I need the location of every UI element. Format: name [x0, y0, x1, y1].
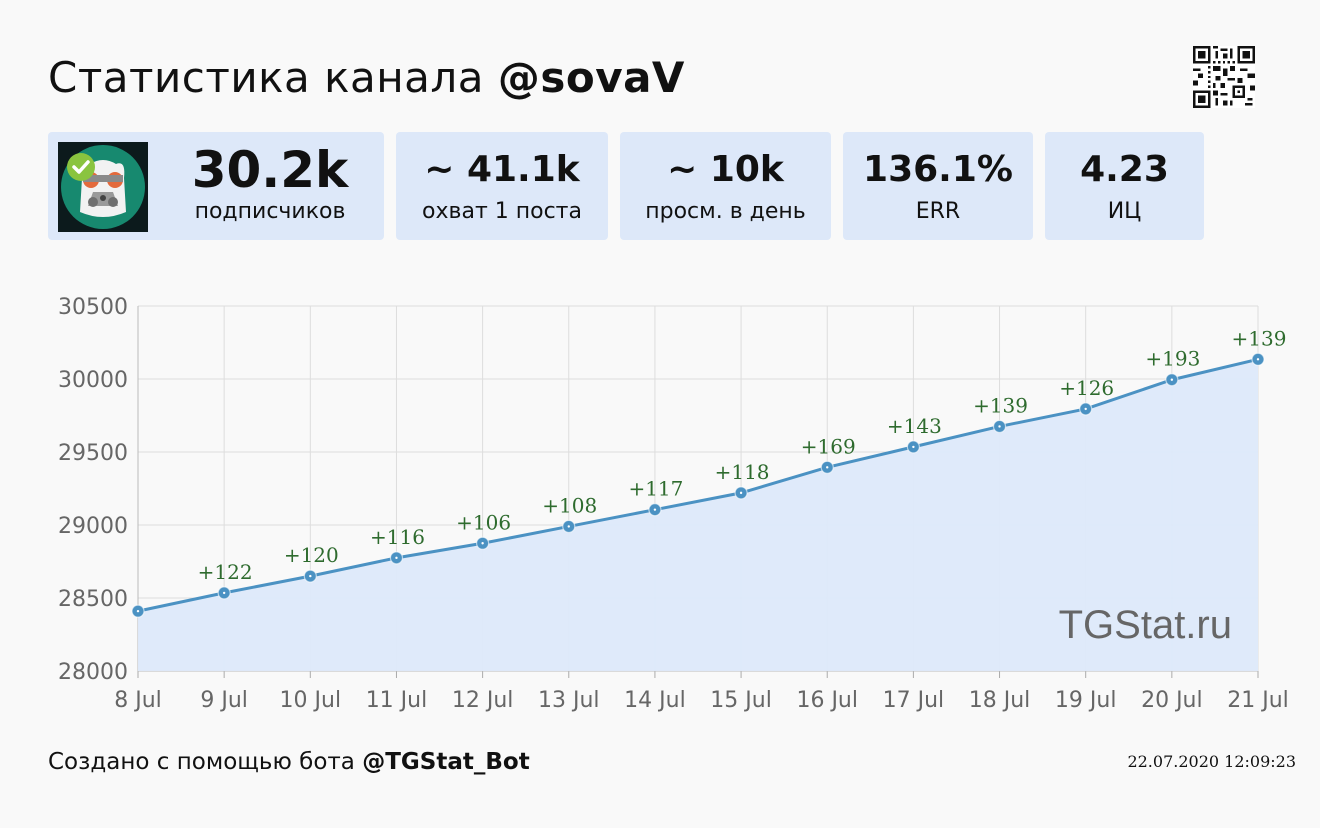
footer-prefix: Создано с помощью бота [48, 749, 363, 775]
y-tick-label: 30000 [58, 368, 128, 393]
data-point-center [567, 525, 570, 528]
data-point-center [395, 556, 398, 560]
subscribers-card: 30.2k подписчиков [48, 132, 384, 240]
x-tick-label: 11 Jul [366, 688, 428, 713]
x-tick-label: 17 Jul [883, 688, 945, 713]
series-line [137, 357, 1259, 613]
delta-label: +116 [370, 525, 425, 549]
x-tick-label: 14 Jul [624, 688, 686, 713]
x-tick-label: 13 Jul [538, 688, 600, 713]
x-tick-label: 19 Jul [1055, 688, 1117, 713]
x-tick-label: 18 Jul [969, 688, 1031, 713]
title-prefix: Статистика канала [48, 53, 498, 102]
qr-code-icon [1193, 46, 1255, 108]
x-tick-label: 21 Jul [1227, 688, 1289, 713]
x-tick-label: 16 Jul [796, 688, 858, 713]
err-value: 136.1% [863, 149, 1013, 190]
footer-timestamp: 22.07.2020 12:09:23 [1127, 752, 1296, 771]
ic-value: 4.23 [1080, 149, 1169, 190]
footer-credit: Создано с помощью бота @TGStat_Bot [48, 747, 530, 777]
watermark: TGStat.ru [1059, 603, 1232, 647]
subscribers-label: подписчиков [194, 199, 346, 224]
err-card: 136.1% ERR [843, 132, 1033, 240]
ic-card: 4.23 ИЦ [1045, 132, 1204, 240]
y-tick-label: 29000 [58, 514, 128, 539]
data-point-center [1256, 358, 1260, 361]
data-point-center [1084, 407, 1087, 411]
delta-label: +126 [1059, 376, 1114, 400]
subscribers-value: 30.2k [191, 141, 349, 199]
ic-label: ИЦ [1107, 199, 1142, 224]
delta-label: +143 [887, 414, 942, 438]
y-tick-label: 28500 [58, 587, 128, 612]
data-point-center [739, 491, 743, 495]
delta-label: +139 [973, 393, 1028, 417]
data-point-center [481, 542, 484, 545]
x-tick-label: 20 Jul [1141, 688, 1203, 713]
x-tick-label: 12 Jul [452, 688, 514, 713]
data-point-center [136, 609, 140, 613]
delta-label: +106 [456, 510, 511, 534]
channel-handle: @sovaV [497, 53, 685, 102]
x-tick-label: 8 Jul [114, 688, 162, 713]
x-tick-label: 10 Jul [280, 688, 342, 713]
data-point-center [912, 445, 915, 449]
data-point-center [222, 591, 226, 595]
reach-label: охват 1 поста [422, 199, 582, 224]
bot-link[interactable]: @TGStat_Bot [362, 749, 530, 775]
reach-card: ~ 41.1k охват 1 поста [396, 132, 608, 240]
err-label: ERR [915, 199, 961, 224]
delta-label: +122 [198, 560, 253, 584]
delta-label: +108 [542, 493, 597, 517]
x-tick-label: 15 Jul [710, 688, 772, 713]
delta-label: +169 [801, 434, 856, 458]
delta-label: +118 [715, 460, 770, 484]
data-point-center [653, 508, 657, 511]
delta-label: +139 [1232, 326, 1287, 350]
x-tick-label: 9 Jul [200, 688, 248, 713]
data-point-center [826, 466, 829, 469]
delta-label: +193 [1145, 347, 1200, 371]
reach-value: ~ 41.1k [424, 149, 580, 190]
delta-label: +120 [284, 543, 339, 567]
y-tick-label: 28000 [58, 660, 128, 685]
y-tick-label: 29500 [58, 441, 128, 466]
data-point-center [309, 574, 312, 578]
data-point-center [1170, 378, 1174, 381]
page-title: Статистика канала @sovaV [48, 52, 685, 104]
y-tick-label: 30500 [58, 295, 128, 320]
series-area [138, 359, 1258, 671]
stats-text: 30.2k подписчиков [156, 132, 384, 240]
daily-views-label: просм. в день [645, 199, 806, 224]
data-point-center [998, 425, 1001, 428]
daily-views-card: ~ 10k просм. в день [620, 132, 831, 240]
daily-views-value: ~ 10k [667, 149, 784, 190]
delta-label: +117 [628, 477, 683, 501]
verified-check-icon [67, 153, 95, 181]
